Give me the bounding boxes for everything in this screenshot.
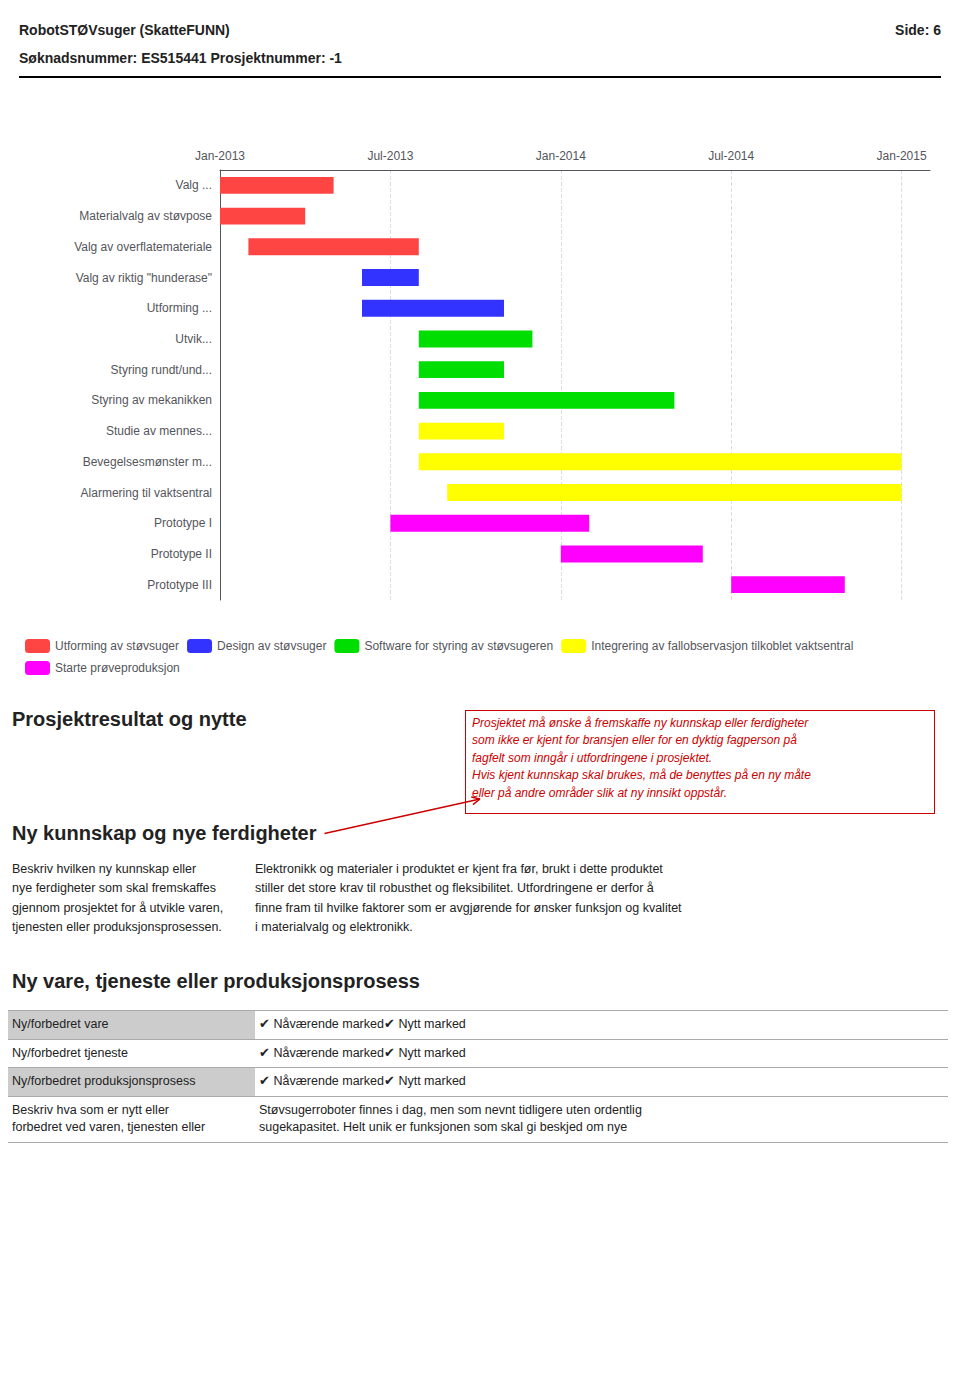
html-text:RobotSTØVsuger (SkatteFUNN): RobotSTØVsuger (SkatteFUNN) bbox=[19, 22, 230, 38]
svg-text:Utforming av støvsuger: Utforming av støvsuger bbox=[55, 639, 179, 653]
svg-text:Valg av riktig "hunderase": Valg av riktig "hunderase" bbox=[76, 271, 212, 285]
svg-text:Prototype III: Prototype III bbox=[147, 578, 212, 592]
svg-text:Jul-2013: Jul-2013 bbox=[367, 149, 413, 163]
svg-text:Design av støvsuger: Design av støvsuger bbox=[217, 639, 326, 653]
svg-text:Prototype I: Prototype I bbox=[154, 516, 212, 530]
html-text:Ny/forbedret vare: Ny/forbedret vare bbox=[12, 1017, 109, 1031]
svg-text:Prototype II: Prototype II bbox=[151, 547, 212, 561]
html-text:Ny vare, tjeneste eller produk: Ny vare, tjeneste eller produksjonsprose… bbox=[12, 970, 420, 992]
html-text:Prosjektresultat og nytte: Prosjektresultat og nytte bbox=[12, 708, 247, 730]
svg-text:Utvik...: Utvik... bbox=[175, 332, 212, 346]
svg-text:Alarmering til vaktsentral: Alarmering til vaktsentral bbox=[81, 486, 212, 500]
html-text:✔ Nåværende marked✔ Nytt marke: ✔ Nåværende marked✔ Nytt marked bbox=[259, 1017, 466, 1031]
html-text:Beskriv hva som er nytt eller: Beskriv hva som er nytt eller forbedret … bbox=[12, 1102, 206, 1134]
svg-text:Valg av overflatemateriale: Valg av overflatemateriale bbox=[74, 240, 212, 254]
html-text:Støvsugerroboter finnes i dag,: Støvsugerroboter finnes i dag, men som n… bbox=[259, 1102, 642, 1134]
svg-text:Integrering av fallobservasjon: Integrering av fallobservasjon tilkoblet… bbox=[591, 639, 853, 653]
html-text:Ny kunnskap og nye ferdigheter: Ny kunnskap og nye ferdigheter bbox=[12, 822, 317, 844]
svg-text:Utforming ...: Utforming ... bbox=[147, 301, 212, 315]
html-text:✔ Nåværende marked✔ Nytt marke: ✔ Nåværende marked✔ Nytt marked bbox=[259, 1045, 466, 1060]
html-text:Prosjektet må ønske å fremskaf: Prosjektet må ønske å fremskaffe ny kunn… bbox=[472, 716, 811, 800]
svg-text:Jul-2014: Jul-2014 bbox=[708, 149, 754, 163]
svg-text:Studie av mennes...: Studie av mennes... bbox=[106, 424, 212, 438]
html-text:Side: 6: Side: 6 bbox=[895, 22, 941, 38]
svg-text:Starte prøveproduksjon: Starte prøveproduksjon bbox=[55, 661, 180, 675]
svg-text:Bevegelsesmønster m...: Bevegelsesmønster m... bbox=[83, 455, 212, 469]
html-text:Søknadsnummer: ES515441 Prosje: Søknadsnummer: ES515441 Prosjektnummer: … bbox=[19, 50, 342, 66]
svg-text:Jan-2013: Jan-2013 bbox=[195, 149, 245, 163]
svg-text:Materialvalg av støvpose: Materialvalg av støvpose bbox=[79, 209, 212, 223]
svg-text:Styring av mekanikken: Styring av mekanikken bbox=[91, 393, 212, 407]
html-text:Beskriv hvilken ny kunnskap el: Beskriv hvilken ny kunnskap eller nye fe… bbox=[12, 862, 224, 935]
svg-text:Styring rundt/und...: Styring rundt/und... bbox=[111, 363, 212, 377]
html-text:Elektronikk og materialer i pr: Elektronikk og materialer i produktet er… bbox=[255, 862, 682, 935]
svg-text:Jan-2014: Jan-2014 bbox=[536, 149, 586, 163]
svg-text:Software for styring av støvsu: Software for styring av støvsugeren bbox=[364, 639, 553, 653]
svg-text:Jan-2015: Jan-2015 bbox=[877, 149, 927, 163]
svg-text:Valg ...: Valg ... bbox=[176, 178, 212, 192]
html-text:Ny/forbedret produksjonsproses: Ny/forbedret produksjonsprosess bbox=[12, 1074, 196, 1088]
html-text:Ny/forbedret tjeneste: Ny/forbedret tjeneste bbox=[12, 1045, 128, 1060]
html-text:✔ Nåværende marked✔ Nytt marke: ✔ Nåværende marked✔ Nytt marked bbox=[259, 1074, 466, 1088]
